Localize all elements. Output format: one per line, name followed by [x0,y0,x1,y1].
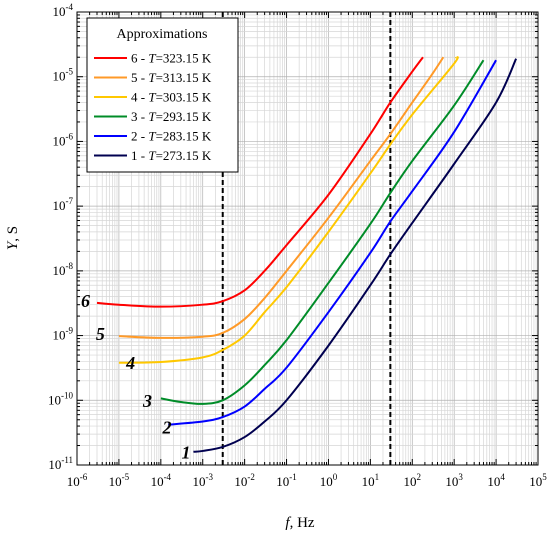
x-tick-label: 102 [404,472,422,489]
series-line-1 [193,58,517,453]
series-lines [96,56,517,453]
y-tick-label: 10-6 [53,131,74,148]
x-tick-label: 10-1 [276,472,297,489]
series-line-2 [168,59,497,426]
legend-entry-label: 6 - T=323.15 K [131,51,212,66]
legend-box [86,17,239,173]
ticks [76,11,539,466]
legend-entry-label: 5 - T=313.15 K [131,70,212,85]
x-tick-label: 10-3 [192,472,213,489]
grid [76,11,539,466]
y-axis-title: Y, S [5,226,21,250]
y-tick-labels: 10-11 10-10 10-9 10-8 10-7 10-6 10-5 10-4 [48,2,73,472]
x-axis-title: f, Hz [285,515,315,531]
legend-title: Approximations [117,27,208,42]
x-tick-label: 105 [529,472,547,489]
plot-frame [76,11,539,466]
series-line-3 [160,59,485,405]
x-tick-label: 10-4 [151,472,172,489]
x-tick-label: 10-6 [67,472,88,489]
series-line-6 [96,56,424,308]
curve-label-3: 3 [142,391,152,411]
x-tick-label: 104 [487,472,505,489]
series-line-5 [118,56,445,339]
curve-label-5: 5 [96,324,105,344]
y-tick-label: 10-7 [53,196,74,213]
curve-label-4: 4 [125,353,135,373]
x-tick-label: 101 [362,472,380,489]
y-tick-label: 10-4 [53,2,74,19]
series-line-4 [118,56,459,364]
y-tick-label: 10-10 [48,390,73,407]
x-tick-label: 10-2 [234,472,254,489]
x-tick-labels: 10-6 10-5 10-4 10-3 10-2 10-1 100 101 102 103 104 1… [67,472,548,489]
y-tick-label: 10-8 [53,261,74,278]
legend-entries: 6 - T=323.15 K 5 - T=313.15 K 4 - T=303.15… [94,51,212,163]
legend-entry-label: 1 - T=273.15 K [131,148,212,163]
y-tick-label: 10-5 [53,67,74,84]
x-tick-label: 103 [445,472,463,489]
curve-label-1: 1 [182,443,191,463]
y-tick-label: 10-9 [53,326,74,343]
legend-entry-label: 2 - T=283.15 K [131,129,212,144]
x-tick-label: 100 [320,472,338,489]
legend-entry-label: 4 - T=303.15 K [131,90,212,105]
legend-entry-label: 3 - T=293.15 K [131,109,212,124]
curve-label-6: 6 [81,291,90,311]
legend: Approximations 6 - T=323.15 K 5 - T=313.1… [86,17,239,173]
curve-label-2: 2 [161,417,171,437]
x-tick-label: 10-5 [109,472,130,489]
y-tick-label: 10-11 [48,455,73,472]
